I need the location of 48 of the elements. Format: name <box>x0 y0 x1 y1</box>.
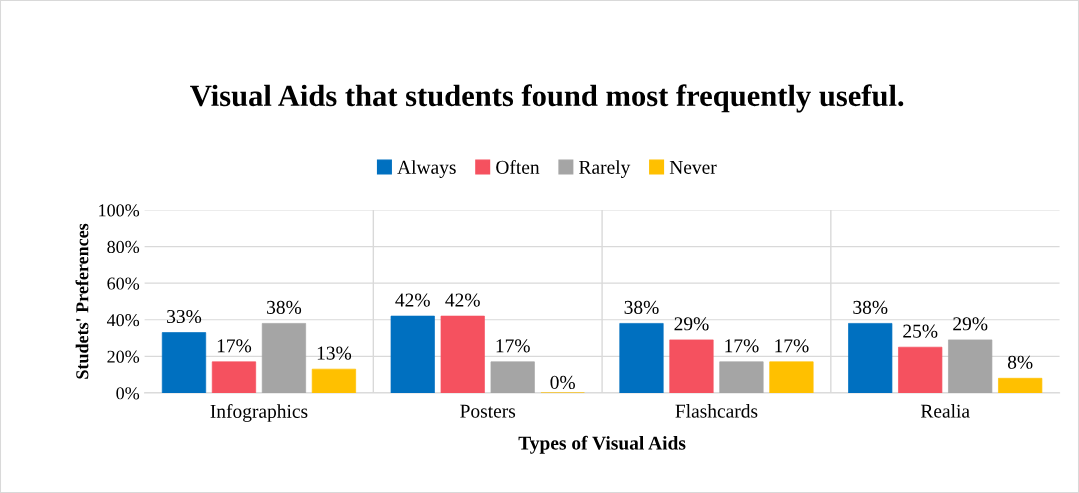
bar <box>669 339 714 393</box>
bar <box>619 323 664 393</box>
data-label: 42% <box>395 293 430 307</box>
y-tick-label: 40% <box>106 314 140 327</box>
data-label: 0% <box>550 375 575 390</box>
bar <box>948 339 993 393</box>
data-label: 25% <box>903 324 938 338</box>
data-label: 33% <box>167 309 202 324</box>
data-label: 38% <box>853 300 888 314</box>
y-tick-label: 80% <box>107 240 140 254</box>
y-tick-label: 0% <box>116 387 140 400</box>
legend-label: Rarely <box>579 160 631 178</box>
bar <box>440 315 485 393</box>
bar <box>390 315 435 393</box>
y-axis-title: Studets' Preferences <box>75 223 89 379</box>
data-label: 29% <box>953 317 988 331</box>
data-label: 38% <box>624 300 659 314</box>
bar <box>490 361 535 393</box>
data-label: 13% <box>317 346 352 360</box>
bar <box>848 323 893 393</box>
data-label: 29% <box>674 317 709 331</box>
y-tick-label: 100% <box>99 204 140 217</box>
x-tick-label: Realia <box>920 404 970 418</box>
bar <box>211 361 257 393</box>
data-label: 8% <box>1007 355 1033 369</box>
bar <box>161 332 207 393</box>
x-tick-label: Infographics <box>210 404 308 422</box>
bar <box>311 368 357 393</box>
bar <box>769 361 814 393</box>
y-tick-label: 60% <box>107 277 140 290</box>
bar <box>261 323 307 393</box>
data-label: 38% <box>267 300 302 314</box>
x-axis-title: Types of Visual Aids <box>518 435 686 454</box>
bar <box>898 346 943 393</box>
legend-label: Often <box>496 160 540 174</box>
bar <box>998 377 1043 393</box>
y-tick-label: 20% <box>107 350 140 363</box>
x-tick-label: Flashcards <box>675 404 758 418</box>
data-label: 17% <box>217 339 252 353</box>
data-label: 17% <box>496 339 530 353</box>
data-label: 42% <box>445 293 480 307</box>
data-label: 17% <box>775 339 809 353</box>
chart-title: Visual Aids that students found most frequently useful. <box>190 84 904 113</box>
bar <box>719 361 764 393</box>
legend-label: Always <box>397 160 456 178</box>
data-label: 17% <box>725 339 759 353</box>
legend-label: Never <box>669 160 717 174</box>
x-tick-label: Posters <box>460 404 516 418</box>
